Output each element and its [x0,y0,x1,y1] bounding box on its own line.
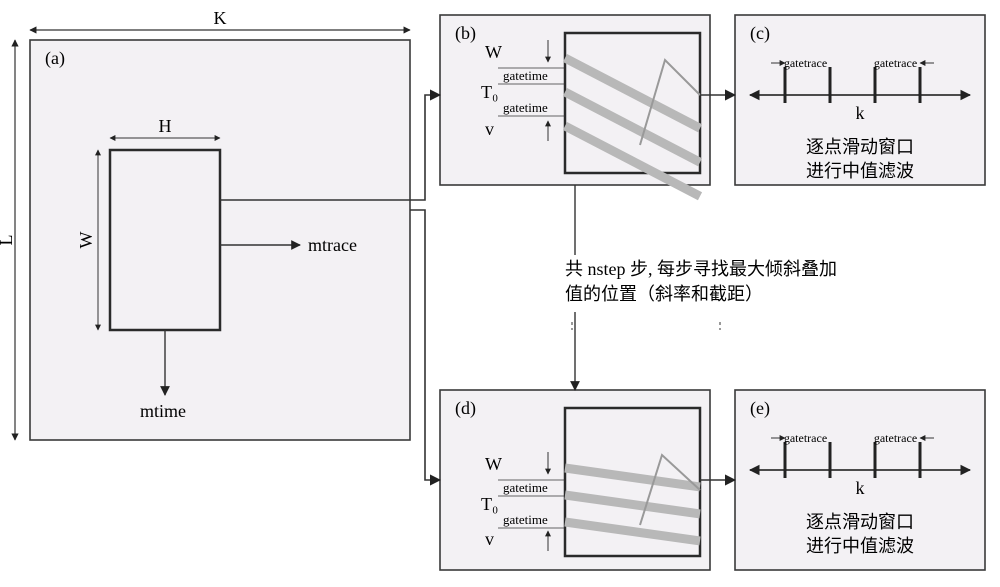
mid-line1: 共 nstep 步, 每步寻找最大倾斜叠加 [565,259,837,279]
tag-e: (e) [750,398,770,419]
chart-b-to: T₀ [481,82,498,102]
chart-d-v: v [485,529,494,549]
axis-e-gt2: gatetrace [874,431,917,445]
axis-e-k: k [856,478,865,498]
axis-e-gt1: gatetrace [784,431,827,445]
chart-b-v: v [485,119,494,139]
axis-c-cn2: 进行中值滤波 [806,161,914,181]
axis-c-gt2: gatetrace [874,56,917,70]
axis-c-gt1: gatetrace [784,56,827,70]
chart-d-w: W [485,454,502,474]
chart-d-gate1: gatetime [503,480,548,495]
chart-b-gate1: gatetime [503,68,548,83]
label-h: H [159,116,172,136]
chart-d-to: T₀ [481,494,498,514]
axis-c-k: k [856,103,865,123]
label-l: L [0,235,16,246]
tag-a: (a) [45,48,65,69]
tag-b: (b) [455,23,476,44]
panel-c [735,15,985,185]
chart-b-gate2: gatetime [503,100,548,115]
label-k: K [214,8,227,28]
label-mtime: mtime [140,401,186,421]
tag-d: (d) [455,398,476,419]
chart-d-gate2: gatetime [503,512,548,527]
axis-e-cn1: 逐点滑动窗口 [806,512,914,532]
label-mtrace: mtrace [308,235,357,255]
chart-b-w: W [485,42,502,62]
tag-c: (c) [750,23,770,44]
axis-c-cn1: 逐点滑动窗口 [806,137,914,157]
axis-e-cn2: 进行中值滤波 [806,536,914,556]
mid-line2: 值的位置（斜率和截距） [565,284,763,304]
label-w: W [76,232,96,249]
